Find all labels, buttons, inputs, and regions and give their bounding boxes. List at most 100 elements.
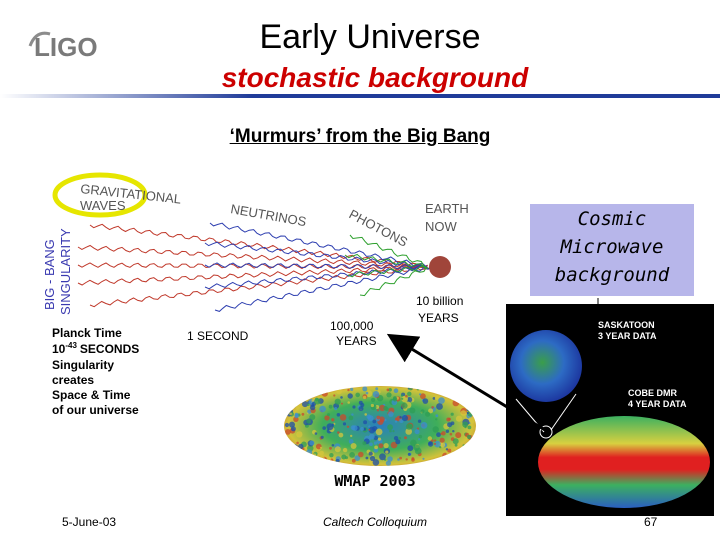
planck-line6: of our universe bbox=[52, 403, 139, 417]
wave-line bbox=[204, 262, 430, 270]
wmap-speckle-dot bbox=[284, 422, 290, 428]
wmap-speckle-dot bbox=[386, 388, 390, 392]
wmap-speckle-dot bbox=[369, 442, 373, 446]
cobe-label-line2: 4 YEAR DATA bbox=[628, 399, 687, 409]
wmap-speckle-dot bbox=[376, 415, 381, 420]
wmap-speckle-dot bbox=[413, 444, 420, 451]
wmap-speckle-dot bbox=[462, 421, 469, 428]
wmap-speckle-dot bbox=[399, 456, 402, 460]
wmap-speckle-dot bbox=[455, 415, 463, 422]
wave-line bbox=[204, 241, 428, 270]
wmap-speckle-dot bbox=[319, 405, 326, 413]
wmap-speckle-dot bbox=[309, 404, 316, 411]
cobe-label-line1: COBE DMR bbox=[628, 388, 677, 398]
wave-line bbox=[89, 223, 428, 269]
photons-label: PHOTONS bbox=[347, 206, 411, 249]
wmap-speckle-dot bbox=[397, 458, 400, 461]
wmap-speckle-dot bbox=[326, 423, 334, 431]
footer-event: Caltech Colloquium bbox=[322, 515, 428, 529]
wmap-speckle-dot bbox=[320, 435, 324, 439]
wmap-speckle-dot bbox=[295, 405, 300, 410]
wmap-speckle-dot bbox=[339, 414, 347, 421]
wmap-speckle-dot bbox=[392, 430, 395, 433]
wmap-speckle-dot bbox=[405, 394, 408, 398]
wmap-speckle-dot bbox=[401, 397, 404, 400]
wmap-speckle-dot bbox=[399, 416, 402, 419]
wmap-speckle-dot bbox=[388, 411, 394, 417]
wmap-speckle-dot bbox=[289, 412, 292, 416]
wmap-speckle-dot bbox=[352, 405, 356, 409]
wmap-speckle-dot bbox=[363, 420, 368, 425]
wmap-speckle-dot bbox=[351, 413, 354, 416]
wmap-speckle-dot bbox=[439, 437, 445, 443]
wmap-speckle-dot bbox=[365, 391, 369, 395]
wmap-speckle-dot bbox=[394, 420, 398, 423]
earth-label: EARTH bbox=[425, 201, 469, 216]
wmap-speckle-dot bbox=[347, 401, 350, 404]
gw-highlight-ellipse bbox=[52, 172, 148, 218]
wmap-speckle-dot bbox=[398, 436, 402, 440]
wmap-speckle-dot bbox=[324, 415, 330, 421]
singularity-label-line2: SINGULARITY bbox=[58, 228, 73, 315]
wave-line bbox=[344, 253, 429, 269]
wmap-speckle-dot bbox=[422, 398, 429, 404]
wmap-speckle-dot bbox=[417, 419, 422, 423]
planck-line3: Singularity bbox=[52, 358, 114, 372]
wmap-speckle-dot bbox=[450, 412, 454, 416]
wmap-speckle-dot bbox=[393, 388, 399, 393]
wmap-speckle-dot bbox=[322, 426, 326, 430]
wmap-speckle-dot bbox=[383, 406, 388, 411]
wmap-speckle-dot bbox=[374, 445, 378, 450]
wmap-speckle-dot bbox=[435, 414, 439, 418]
saskatoon-label-line2: 3 YEAR DATA bbox=[598, 331, 657, 341]
wmap-speckle-dot bbox=[427, 436, 432, 441]
wmap-speckle-dot bbox=[385, 450, 389, 454]
wmap-speckle-dot bbox=[428, 441, 432, 445]
wmap-speckle-dot bbox=[289, 421, 295, 428]
wmap-speckle-dot bbox=[362, 395, 367, 400]
wmap-speckle-dot bbox=[354, 455, 361, 461]
wmap-caption: WMAP 2003 bbox=[334, 472, 416, 490]
wmap-speckle-dot bbox=[351, 458, 356, 463]
wmap-speckle-dot bbox=[362, 441, 367, 446]
wmap-speckle-dot bbox=[419, 393, 422, 396]
wmap-speckle-dot bbox=[340, 396, 343, 399]
wmap-speckle-dot bbox=[334, 407, 338, 411]
wave-line bbox=[209, 222, 430, 270]
wmap-speckle-dot bbox=[407, 423, 413, 429]
wmap-speckle-dot bbox=[342, 422, 347, 426]
wmap-speckle-dot bbox=[333, 394, 336, 397]
ligo-logo: LIGO bbox=[28, 31, 98, 62]
murmurs-heading: ‘Murmurs’ from the Big Bang bbox=[229, 126, 491, 147]
wmap-speckle-dot bbox=[395, 439, 401, 445]
wmap-speckle-dot bbox=[334, 446, 341, 453]
wmap-speckle-dot bbox=[337, 431, 340, 434]
cobe-saskatoon-panel: SASKATOON 3 YEAR DATA COBE DMR 4 YEAR DA… bbox=[506, 304, 714, 516]
wmap-speckle-dot bbox=[346, 425, 350, 428]
wave-line bbox=[77, 244, 430, 270]
cmb-label-box: Cosmic Microwave background bbox=[530, 204, 694, 296]
wmap-speckle-dot bbox=[328, 404, 333, 409]
wmap-speckle-dot bbox=[420, 422, 428, 429]
wmap-speckle-dot bbox=[368, 425, 371, 428]
wmap-speckle-dot bbox=[466, 411, 469, 415]
saskatoon-label-line1: SASKATOON bbox=[598, 320, 655, 330]
cmb-line-background: background bbox=[554, 264, 670, 286]
slide-subtitle: stochastic background bbox=[221, 62, 529, 93]
wmap-speckle-dot bbox=[373, 441, 378, 445]
singularity-label-line1: BIG - BANG bbox=[42, 239, 57, 310]
wmap-speckle-dot bbox=[306, 419, 311, 424]
zoom-line-2 bbox=[550, 393, 577, 431]
wmap-speckle-dot bbox=[447, 448, 452, 453]
wmap-speckle-dot bbox=[329, 453, 334, 458]
wmap-speckle-dot bbox=[436, 432, 441, 438]
wmap-speckle-dot bbox=[372, 419, 377, 424]
wmap-speckle-dot bbox=[302, 401, 308, 408]
wmap-speckle-dot bbox=[385, 460, 391, 466]
wmap-speckle-dot bbox=[467, 425, 472, 430]
wmap-speckle-dot bbox=[368, 451, 373, 456]
wave-line bbox=[77, 265, 430, 286]
cobe-map bbox=[538, 416, 710, 508]
wmap-speckle-dot bbox=[307, 403, 310, 406]
hundred-k-label: 100,000 bbox=[330, 319, 374, 333]
